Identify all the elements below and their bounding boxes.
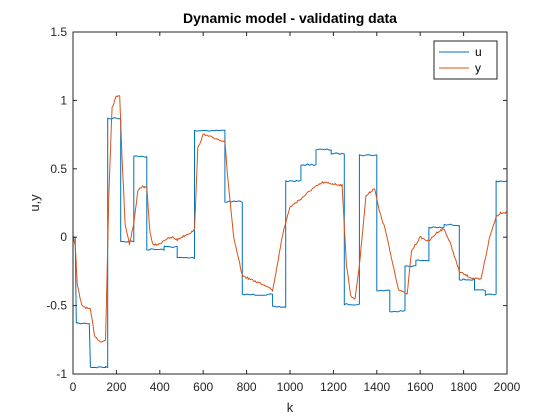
x-tick-label: 1400 — [363, 380, 390, 394]
x-tick-label: 0 — [70, 380, 77, 394]
y-tick-label: 0.5 — [50, 162, 67, 176]
y-tick-label: 0 — [60, 230, 67, 244]
x-tick-label: 1800 — [450, 380, 477, 394]
x-tick-label: 1600 — [407, 380, 434, 394]
x-tick-label: 600 — [193, 380, 213, 394]
legend-box — [434, 41, 497, 79]
y-axis-label: u,y — [27, 194, 42, 212]
x-tick-label: 200 — [106, 380, 126, 394]
y-tick-label: 1.5 — [50, 25, 67, 39]
x-tick-label: 1000 — [277, 380, 304, 394]
chart-title: Dynamic model - validating data — [183, 10, 397, 26]
y-tick-label: -0.5 — [46, 299, 67, 313]
legend-label-y: y — [475, 61, 481, 75]
y-tick-label: 1 — [60, 93, 67, 107]
legend-label-u: u — [475, 45, 482, 59]
plot-area — [73, 32, 507, 374]
x-axis-label: k — [287, 400, 294, 415]
legend: uy — [434, 41, 497, 79]
x-tick-label: 1200 — [320, 380, 347, 394]
x-tick-label: 2000 — [494, 380, 521, 394]
x-tick-label: 800 — [237, 380, 257, 394]
x-tick-label: 400 — [150, 380, 170, 394]
y-tick-label: -1 — [56, 367, 67, 381]
